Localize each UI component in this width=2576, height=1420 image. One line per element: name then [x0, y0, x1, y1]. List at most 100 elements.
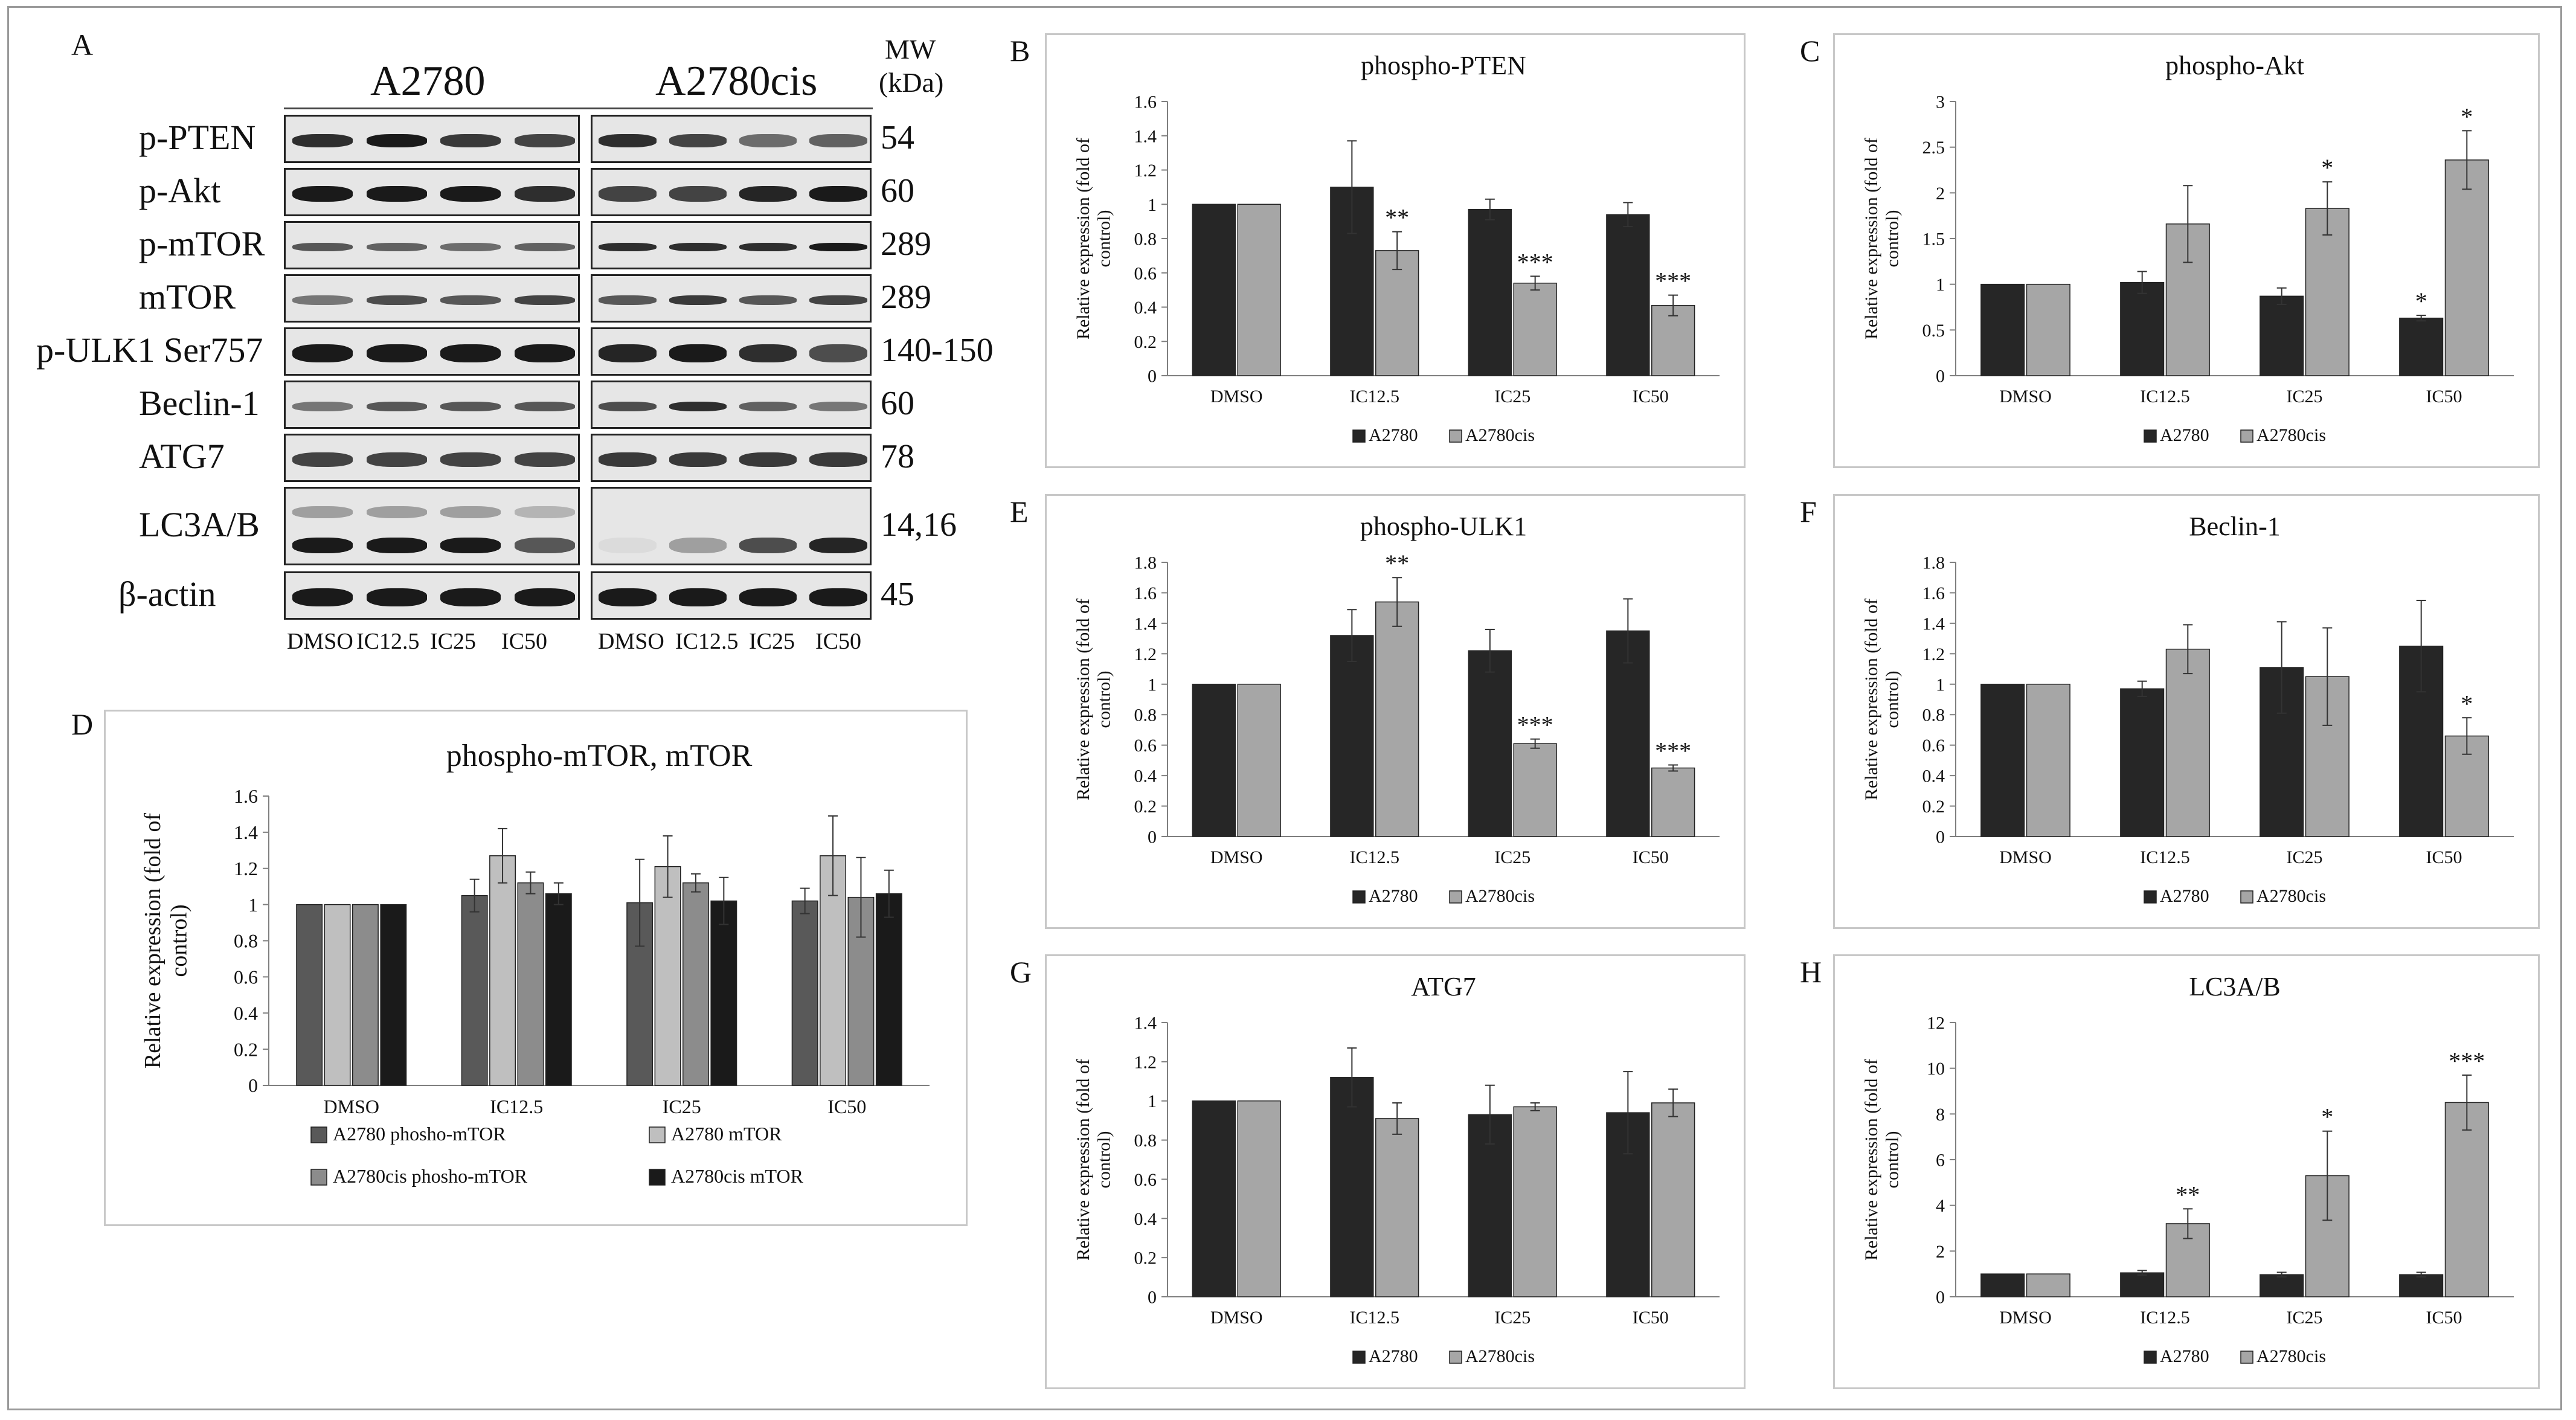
y-tick-label: 0 [1148, 367, 1157, 387]
y-tick-label: 0.6 [234, 966, 258, 988]
y-tick-label: 0.2 [1134, 1248, 1157, 1268]
significance-marker: *** [1655, 268, 1691, 295]
blot-band [599, 452, 657, 467]
legend-label: A2780 phosho-mTOR [333, 1123, 506, 1145]
legend-label: A2780 [2160, 1346, 2209, 1366]
bar [2305, 208, 2350, 376]
blot-mw-label: 45 [881, 576, 914, 613]
blot-band [440, 588, 501, 606]
bar [2260, 295, 2304, 376]
y-tick-label: 3 [1936, 92, 1945, 112]
y-tick-label: 12 [1927, 1014, 1945, 1033]
legend-swatch [649, 1169, 666, 1186]
y-axis-label: Relative expression (fold ofcontrol) [1073, 1059, 1114, 1261]
y-tick-label: 1.6 [1134, 92, 1157, 112]
blot-band [366, 295, 427, 305]
bar [1513, 283, 1557, 376]
lane-label-a2780: DMSO [287, 629, 353, 654]
bar [1330, 635, 1374, 837]
chart-lc3a-b: LC3A/B Relative expression (fold ofcontro… [1861, 972, 2514, 1366]
chart-phospho-akt: phospho-Akt Relative expression (fold ofc… [1861, 51, 2514, 445]
blot-row-label: p-mTOR [139, 224, 265, 263]
blot-band [809, 344, 867, 362]
y-axis-label: Relative expression (fold ofcontrol) [1073, 138, 1114, 339]
bar [1651, 1102, 1695, 1297]
x-tick-label: IC25 [2287, 1308, 2323, 1328]
chart-phospho-ulk1: phospho-ULK1 Relative expression (fold of… [1073, 512, 1720, 906]
blot-band [809, 452, 867, 467]
blot-band [669, 344, 727, 362]
x-tick-label: IC50 [1633, 387, 1669, 406]
panel-letter-g: G [1010, 955, 1032, 989]
blot-band [809, 243, 867, 251]
chart-box-c: phospho-Akt Relative expression (fold ofc… [1833, 33, 2540, 468]
y-tick-label: 1.2 [1134, 1052, 1157, 1072]
y-tick-label: 1.5 [1922, 230, 1945, 249]
blot-band [599, 243, 657, 251]
blot-band [366, 506, 427, 518]
panel-letter-e: E [1010, 495, 1029, 528]
bar [1468, 1114, 1512, 1297]
x-tick-label: DMSO [1210, 847, 1263, 867]
significance-marker: ** [1385, 204, 1409, 231]
x-tick-label: IC12.5 [1350, 847, 1400, 867]
y-tick-label: 0.4 [1134, 298, 1157, 318]
blot-band [809, 402, 867, 411]
blot-band [599, 134, 657, 147]
x-tick-label: IC25 [1494, 847, 1531, 867]
blot-strip-a2780cis [591, 487, 872, 565]
blot-band [669, 452, 727, 467]
y-axis-label: Relative expression (fold ofcontrol) [1073, 599, 1114, 800]
chart-box-f: Beclin-1 Relative expression (fold ofcont… [1833, 494, 2540, 929]
lane-label-a2780cis: IC50 [815, 629, 861, 654]
blot-band [292, 344, 353, 362]
legend-swatch [649, 1126, 666, 1143]
chart-title: phospho-mTOR, mTOR [446, 739, 753, 773]
bar [2120, 1272, 2165, 1297]
x-tick-label: IC12.5 [490, 1096, 543, 1117]
bar [1980, 283, 2025, 376]
significance-marker: * [2321, 1104, 2333, 1131]
blot-row-label: p-ULK1 Ser757 [36, 330, 263, 370]
bar [1330, 1077, 1374, 1297]
blot-band [440, 243, 501, 251]
blot-strip-a2780cis [591, 381, 872, 429]
bar [1980, 684, 2025, 837]
y-tick-label: 1.8 [1134, 553, 1157, 573]
y-tick-label: 0.4 [1922, 766, 1945, 786]
y-tick-label: 0 [248, 1075, 258, 1096]
bar [2165, 649, 2210, 837]
significance-marker: * [2461, 103, 2473, 130]
y-tick-label: 0 [1148, 1288, 1157, 1308]
blot-band [292, 134, 353, 147]
blot-row-label: ATG7 [139, 437, 225, 476]
blot-band [292, 537, 353, 553]
blot-row-label: β-actin [118, 574, 216, 614]
blot-band [739, 402, 797, 411]
blot-band [669, 537, 727, 553]
y-tick-label: 0.8 [1922, 705, 1945, 725]
bar [2026, 283, 2070, 376]
blot-mw-label: 60 [881, 172, 914, 210]
legend-label: A2780cis [1465, 425, 1535, 445]
x-tick-label: DMSO [1999, 1308, 2052, 1328]
bar [1651, 767, 1695, 837]
panel-letter-f: F [1800, 495, 1817, 528]
blot-band [292, 588, 353, 606]
x-tick-label: IC25 [1494, 387, 1531, 406]
blot-band [739, 452, 797, 467]
y-tick-label: 2 [1936, 1242, 1945, 1262]
blot-strip-a2780 [284, 434, 580, 482]
y-tick-label: 1 [1148, 1091, 1157, 1111]
blot-band [739, 344, 797, 362]
y-tick-label: 0.4 [234, 1002, 258, 1024]
x-tick-label: IC50 [827, 1096, 866, 1117]
y-tick-label: 0.8 [234, 930, 258, 952]
blot-band [809, 134, 867, 147]
y-tick-label: 10 [1927, 1059, 1945, 1079]
blot-band [809, 186, 867, 202]
y-tick-label: 2 [1936, 184, 1945, 204]
y-tick-label: 0.6 [1134, 263, 1157, 283]
y-tick-label: 1.2 [234, 858, 258, 879]
bar [710, 900, 737, 1086]
